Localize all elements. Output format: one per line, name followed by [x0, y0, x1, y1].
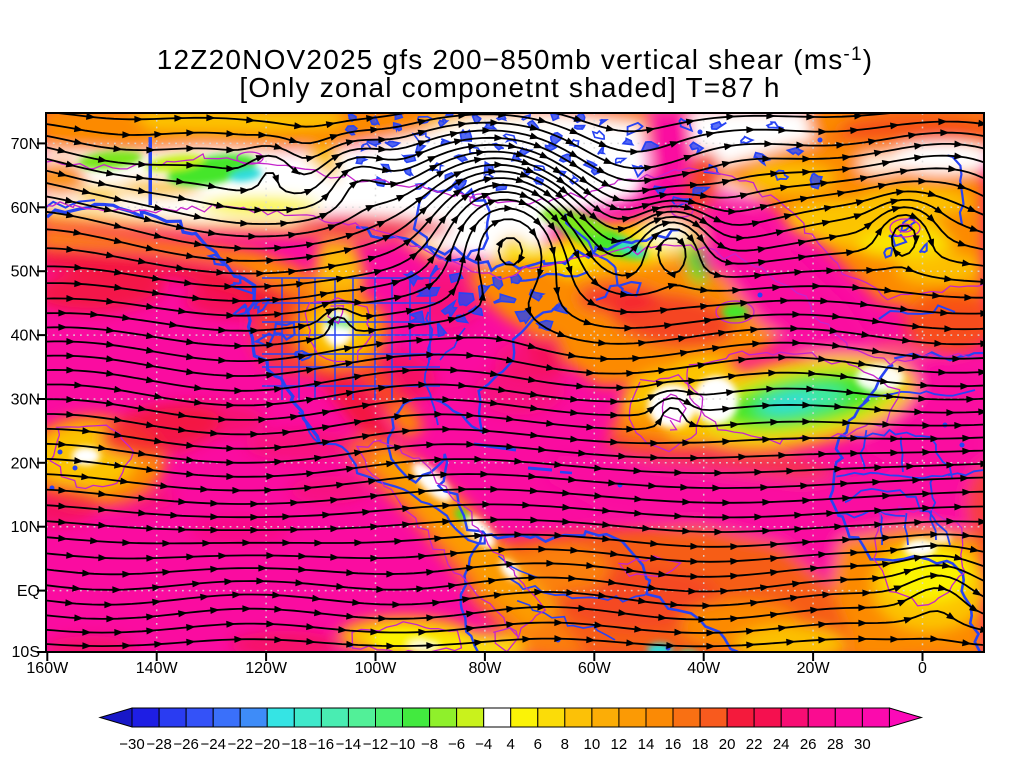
svg-text:−6: −6	[448, 736, 465, 753]
svg-text:−30: −30	[119, 736, 144, 753]
svg-text:−22: −22	[227, 736, 252, 753]
svg-text:100W: 100W	[355, 660, 398, 677]
svg-text:20W: 20W	[797, 660, 831, 677]
svg-text:80W: 80W	[468, 660, 502, 677]
svg-text:70N: 70N	[11, 136, 40, 153]
svg-text:120W: 120W	[245, 660, 288, 677]
svg-text:160W: 160W	[26, 660, 69, 677]
svg-text:−28: −28	[146, 736, 171, 753]
svg-text:40N: 40N	[11, 328, 40, 345]
svg-text:6: 6	[534, 736, 542, 753]
svg-text:−8: −8	[421, 736, 438, 753]
svg-text:10S: 10S	[12, 644, 40, 661]
svg-text:8: 8	[561, 736, 569, 753]
svg-text:60W: 60W	[578, 660, 612, 677]
svg-text:60N: 60N	[11, 200, 40, 217]
svg-text:−26: −26	[173, 736, 198, 753]
svg-text:−24: −24	[200, 736, 225, 753]
svg-text:20: 20	[719, 736, 736, 753]
svg-text:−12: −12	[363, 736, 388, 753]
svg-text:20N: 20N	[11, 455, 40, 472]
svg-text:−20: −20	[254, 736, 279, 753]
svg-text:−14: −14	[336, 736, 361, 753]
svg-text:26: 26	[800, 736, 817, 753]
svg-text:10: 10	[584, 736, 601, 753]
svg-text:18: 18	[692, 736, 709, 753]
svg-text:16: 16	[665, 736, 682, 753]
svg-text:50N: 50N	[11, 264, 40, 281]
svg-text:−10: −10	[390, 736, 415, 753]
svg-text:22: 22	[746, 736, 763, 753]
svg-text:0: 0	[918, 660, 927, 677]
svg-text:28: 28	[827, 736, 844, 753]
svg-text:−16: −16	[309, 736, 334, 753]
svg-text:10N: 10N	[11, 519, 40, 536]
svg-text:140W: 140W	[136, 660, 179, 677]
svg-text:4: 4	[507, 736, 515, 753]
svg-text:30: 30	[854, 736, 871, 753]
svg-text:−4: −4	[475, 736, 492, 753]
svg-text:40W: 40W	[687, 660, 721, 677]
svg-text:12: 12	[611, 736, 628, 753]
svg-text:14: 14	[638, 736, 655, 753]
svg-text:30N: 30N	[11, 392, 40, 409]
svg-text:12Z20NOV2025 gfs 200−850mb ver: 12Z20NOV2025 gfs 200−850mb vertical shea…	[157, 44, 874, 75]
svg-text:[Only zonal componetnt shaded]: [Only zonal componetnt shaded] T=87 h	[239, 72, 780, 103]
svg-text:EQ: EQ	[17, 583, 40, 600]
svg-text:−18: −18	[282, 736, 307, 753]
svg-text:24: 24	[773, 736, 790, 753]
